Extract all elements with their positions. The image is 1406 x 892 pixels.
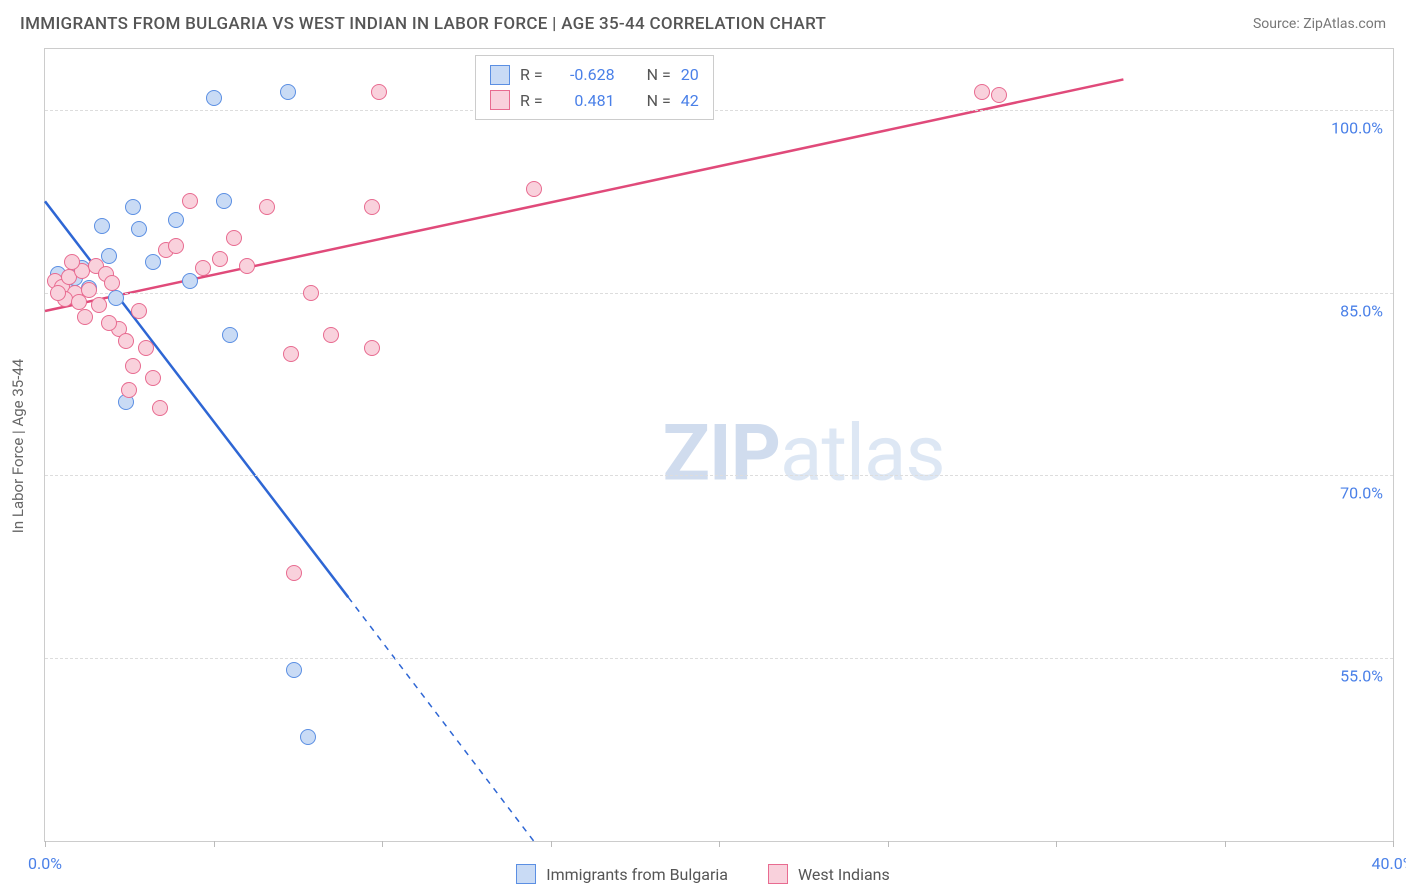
data-point <box>152 400 168 416</box>
data-point <box>77 309 93 325</box>
data-point <box>991 87 1007 103</box>
legend-r-label: R = <box>520 88 543 114</box>
data-point <box>138 340 154 356</box>
x-tick-mark <box>382 841 383 847</box>
data-point <box>131 303 147 319</box>
stats-legend-row: R = 0.481 N = 42 <box>490 88 699 114</box>
stats-legend-row: R = -0.628 N = 20 <box>490 62 699 88</box>
data-point <box>108 290 124 306</box>
legend-label: Immigrants from Bulgaria <box>546 865 728 884</box>
data-point <box>118 333 134 349</box>
x-tick-mark <box>719 841 720 847</box>
source-label: Source: ZipAtlas.com <box>1253 16 1386 32</box>
chart-area: ZIPatlas 55.0%70.0%85.0%100.0%0.0%40.0% … <box>44 48 1394 842</box>
data-point <box>286 662 302 678</box>
data-point <box>300 729 316 745</box>
data-point <box>283 346 299 362</box>
data-point <box>323 327 339 343</box>
y-tick-label: 55.0% <box>1340 667 1383 686</box>
x-tick-mark <box>1056 841 1057 847</box>
data-point <box>212 251 228 267</box>
legend-r-value: -0.628 <box>553 62 615 88</box>
legend-n-label: N = <box>647 88 671 114</box>
x-tick-mark <box>1225 841 1226 847</box>
data-point <box>101 248 117 264</box>
data-point <box>280 84 296 100</box>
data-point <box>974 84 990 100</box>
data-point <box>168 238 184 254</box>
data-point <box>216 193 232 209</box>
data-point <box>145 254 161 270</box>
legend-swatch <box>768 864 788 884</box>
legend-swatch <box>490 90 510 110</box>
data-point <box>364 199 380 215</box>
legend-r-label: R = <box>520 62 543 88</box>
data-point <box>131 221 147 237</box>
series-legend: Immigrants from Bulgaria West Indians <box>0 864 1406 884</box>
data-point <box>206 90 222 106</box>
y-tick-label: 70.0% <box>1340 484 1383 503</box>
data-point <box>91 297 107 313</box>
legend-r-value: 0.481 <box>553 88 615 114</box>
gridline-h <box>45 110 1393 111</box>
data-point <box>125 358 141 374</box>
legend-item: Immigrants from Bulgaria <box>516 864 728 884</box>
gridline-h <box>45 658 1393 659</box>
x-tick-mark <box>551 841 552 847</box>
data-point <box>101 315 117 331</box>
data-point <box>121 382 137 398</box>
data-point <box>145 370 161 386</box>
data-point <box>303 285 319 301</box>
stats-legend: R = -0.628 N = 20 R = 0.481 N = 42 <box>475 55 714 120</box>
gridline-h <box>45 475 1393 476</box>
y-tick-label: 100.0% <box>1331 118 1383 137</box>
x-tick-mark <box>1393 841 1394 847</box>
x-tick-mark <box>888 841 889 847</box>
data-point <box>222 327 238 343</box>
data-point <box>50 285 66 301</box>
legend-swatch <box>490 65 510 85</box>
data-point <box>182 193 198 209</box>
data-point <box>259 199 275 215</box>
plot-area: ZIPatlas 55.0%70.0%85.0%100.0%0.0%40.0% <box>45 49 1393 841</box>
y-tick-label: 85.0% <box>1340 301 1383 320</box>
data-point <box>125 199 141 215</box>
legend-swatch <box>516 864 536 884</box>
data-point <box>364 340 380 356</box>
data-point <box>182 273 198 289</box>
x-tick-mark <box>45 841 46 847</box>
legend-label: West Indians <box>798 865 890 884</box>
data-point <box>104 275 120 291</box>
legend-n-value: 42 <box>681 88 699 114</box>
gridline-h <box>45 293 1393 294</box>
regression-lines <box>45 49 1393 841</box>
data-point <box>239 258 255 274</box>
data-point <box>71 294 87 310</box>
data-point <box>226 230 242 246</box>
y-axis-title: In Labor Force | Age 35-44 <box>9 359 27 533</box>
data-point <box>94 218 110 234</box>
data-point <box>64 254 80 270</box>
data-point <box>168 212 184 228</box>
data-point <box>526 181 542 197</box>
title-bar: IMMIGRANTS FROM BULGARIA VS WEST INDIAN … <box>0 0 1406 48</box>
data-point <box>371 84 387 100</box>
data-point <box>195 260 211 276</box>
legend-n-value: 20 <box>681 62 699 88</box>
chart-title: IMMIGRANTS FROM BULGARIA VS WEST INDIAN … <box>20 14 826 34</box>
legend-item: West Indians <box>768 864 890 884</box>
x-tick-mark <box>214 841 215 847</box>
data-point <box>286 565 302 581</box>
legend-n-label: N = <box>647 62 671 88</box>
